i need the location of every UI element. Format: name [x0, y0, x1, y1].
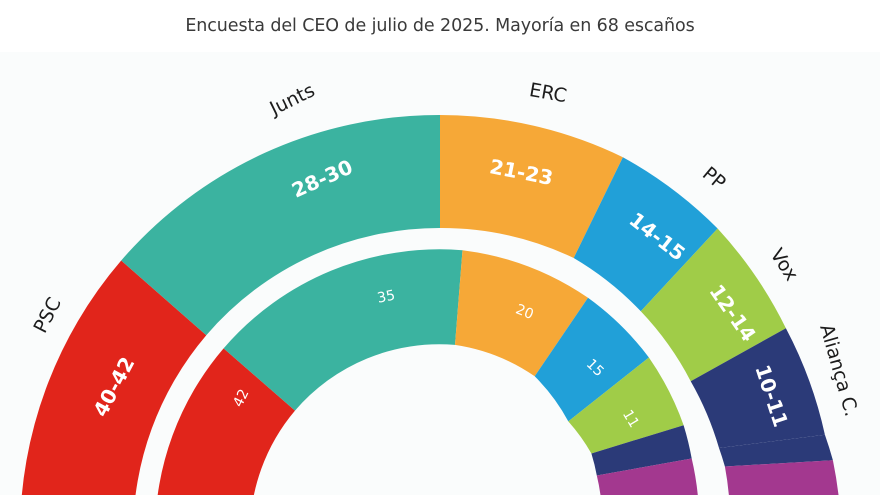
- inner-value-psc: 42: [230, 387, 252, 410]
- inner-segment-pp[interactable]: [534, 297, 649, 422]
- inner-segment-junts[interactable]: [223, 249, 463, 411]
- party-label-psc: PSC: [30, 294, 66, 337]
- outer-segment-alianca[interactable]: [690, 328, 825, 448]
- inner-segment-other-1[interactable]: [591, 425, 692, 476]
- party-label-alianca: Aliança C.: [815, 322, 862, 419]
- party-label-pp: PP: [698, 163, 730, 195]
- outer-segment-other-1[interactable]: [719, 434, 833, 467]
- outer-segment-psc[interactable]: [20, 260, 207, 495]
- outer-segment-pp[interactable]: [573, 157, 718, 312]
- hemicycle-chart-area: 40-42 28-30 21-23 14-15 12-14 10-11 42 3…: [0, 52, 880, 495]
- inner-value-erc: 20: [513, 302, 536, 324]
- party-label-erc: ERC: [528, 79, 569, 107]
- outer-segment-erc[interactable]: [440, 115, 623, 258]
- inner-ring: [155, 249, 699, 495]
- inner-value-junts: 35: [376, 288, 397, 307]
- chart-header: Encuesta del CEO de julio de 2025. Mayor…: [0, 0, 880, 52]
- party-label-vox: Vox: [766, 245, 803, 285]
- outer-segment-other-2[interactable]: [724, 460, 839, 495]
- hemicycle-svg: 40-42 28-30 21-23 14-15 12-14 10-11 42 3…: [20, 79, 862, 495]
- inner-segment-vox[interactable]: [568, 357, 684, 454]
- inner-segment-erc[interactable]: [455, 250, 588, 377]
- inner-segment-other-2[interactable]: [596, 458, 699, 495]
- outer-segment-junts[interactable]: [121, 114, 440, 336]
- chart-subtitle: Encuesta del CEO de julio de 2025. Mayor…: [185, 16, 695, 36]
- inner-value-vox: 11: [619, 407, 642, 431]
- outer-ring: [20, 114, 839, 495]
- inner-segment-psc[interactable]: [155, 348, 295, 495]
- party-label-junts: Junts: [266, 79, 319, 120]
- outer-segment-vox[interactable]: [640, 228, 786, 382]
